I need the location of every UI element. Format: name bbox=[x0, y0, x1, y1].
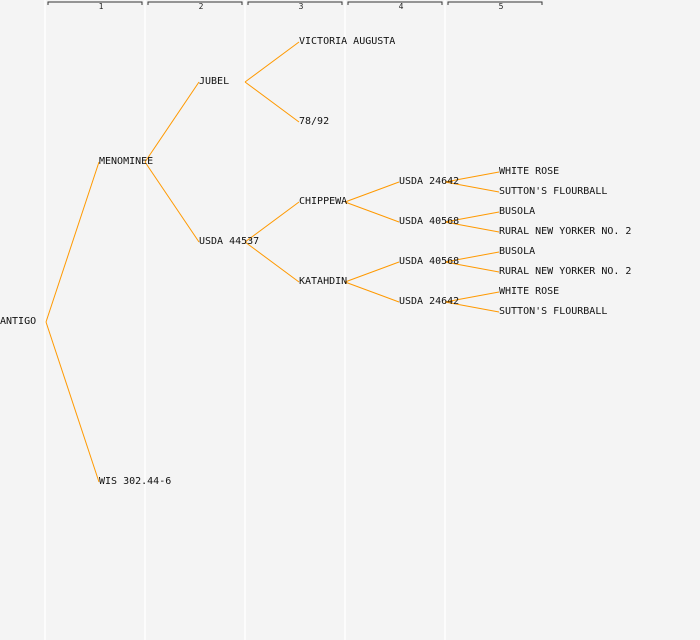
node-usda-44537[interactable]: USDA 44537 bbox=[199, 236, 260, 247]
edge-antigo-wis bbox=[45, 321, 100, 483]
generation-bracket-4 bbox=[347, 1, 443, 5]
generation-label-2: 2 bbox=[198, 2, 204, 11]
edge-usda44537-chippewa bbox=[244, 201, 300, 243]
edge-menominee-usda44537 bbox=[144, 161, 200, 243]
generation-bracket-1 bbox=[47, 1, 143, 5]
edge-usda44537-katahdin bbox=[244, 241, 300, 283]
generation-bracket-3 bbox=[247, 1, 343, 5]
generation-bracket-2 bbox=[147, 1, 243, 5]
edge-menominee-jubel bbox=[144, 81, 200, 163]
node-busola[interactable]: BUSOLA bbox=[499, 206, 536, 217]
node-white-rose[interactable]: WHITE ROSE bbox=[499, 286, 560, 297]
node-jubel[interactable]: JUBEL bbox=[199, 76, 230, 87]
node-victoria-augusta[interactable]: VICTORIA AUGUSTA bbox=[299, 36, 396, 47]
generation-label-1: 1 bbox=[98, 2, 104, 11]
node-suttons-flourball[interactable]: SUTTON'S FLOURBALL bbox=[499, 306, 608, 317]
generation-label-4: 4 bbox=[398, 2, 404, 11]
edge-c_usda40568-busola_1 bbox=[444, 211, 500, 223]
node-menominee[interactable]: MENOMINEE bbox=[99, 156, 154, 167]
node-white-rose[interactable]: WHITE ROSE bbox=[499, 166, 560, 177]
node-usda-40568[interactable]: USDA 40568 bbox=[399, 256, 460, 267]
edge-chippewa-c_usda24642 bbox=[344, 181, 400, 203]
edge-chippewa-c_usda40568 bbox=[344, 201, 400, 223]
generation-label-5: 5 bbox=[498, 2, 504, 11]
node-usda-24642[interactable]: USDA 24642 bbox=[399, 176, 460, 187]
generation-bracket-5 bbox=[447, 1, 543, 5]
edge-c_usda24642-whiterose_1 bbox=[444, 171, 500, 183]
node-suttons-flourball[interactable]: SUTTON'S FLOURBALL bbox=[499, 186, 608, 197]
edge-katahdin-k_usda24642 bbox=[344, 281, 400, 303]
node-usda-40568[interactable]: USDA 40568 bbox=[399, 216, 460, 227]
node-rural-new-yorker[interactable]: RURAL NEW YORKER NO. 2 bbox=[499, 226, 632, 237]
edge-antigo-menominee bbox=[45, 161, 100, 323]
edge-k_usda40568-busola_2 bbox=[444, 251, 500, 263]
edge-c_usda40568-rural_1 bbox=[444, 221, 500, 233]
edge-k_usda40568-rural_2 bbox=[444, 261, 500, 273]
generation-label-3: 3 bbox=[298, 2, 304, 11]
node-usda-24642[interactable]: USDA 24642 bbox=[399, 296, 460, 307]
edge-c_usda24642-sutton_1 bbox=[444, 181, 500, 193]
node-78-92[interactable]: 78/92 bbox=[299, 116, 330, 127]
node-busola[interactable]: BUSOLA bbox=[499, 246, 536, 257]
edge-k_usda24642-sutton_2 bbox=[444, 301, 500, 313]
edge-jubel-victoria bbox=[244, 41, 300, 83]
node-wis-302-44-6[interactable]: WIS 302.44-6 bbox=[99, 476, 172, 487]
node-chippewa[interactable]: CHIPPEWA bbox=[299, 196, 348, 207]
node-rural-new-yorker[interactable]: RURAL NEW YORKER NO. 2 bbox=[499, 266, 632, 277]
node-katahdin[interactable]: KATAHDIN bbox=[299, 276, 348, 287]
edge-k_usda24642-whiterose_2 bbox=[444, 291, 500, 303]
node-antigo[interactable]: ANTIGO bbox=[0, 316, 37, 327]
edge-katahdin-k_usda40568 bbox=[344, 261, 400, 283]
edge-jubel-7892 bbox=[244, 81, 300, 123]
